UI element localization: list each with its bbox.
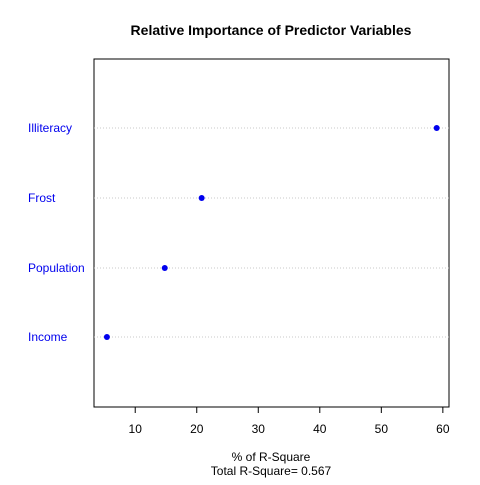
data-point-income [103,334,110,340]
category-labels: Illiteracy Frost Population Income [28,121,85,344]
x-tick-label: 10 [129,422,143,436]
total-r-square-text: Total R-Square= 0.567 [211,464,332,478]
x-tick-label: 50 [375,422,389,436]
category-label-frost: Frost [28,191,56,205]
x-tick-label: 40 [313,422,327,436]
data-point-frost [198,195,205,201]
category-label-illiteracy: Illiteracy [28,121,72,135]
guide-lines [94,127,449,338]
x-axis: 10 20 30 40 50 60 [129,406,450,436]
x-tick-label: 30 [252,422,266,436]
x-axis-label: % of R-Square [232,450,311,464]
data-point-population [161,265,168,271]
x-tick-label: 20 [190,422,204,436]
category-label-population: Population [28,261,85,275]
category-label-income: Income [28,330,68,344]
chart-title: Relative Importance of Predictor Variabl… [131,22,412,38]
data-point-illiteracy [433,125,440,131]
x-tick-label: 60 [436,422,450,436]
data-points [103,125,440,340]
plot-frame [93,58,450,408]
